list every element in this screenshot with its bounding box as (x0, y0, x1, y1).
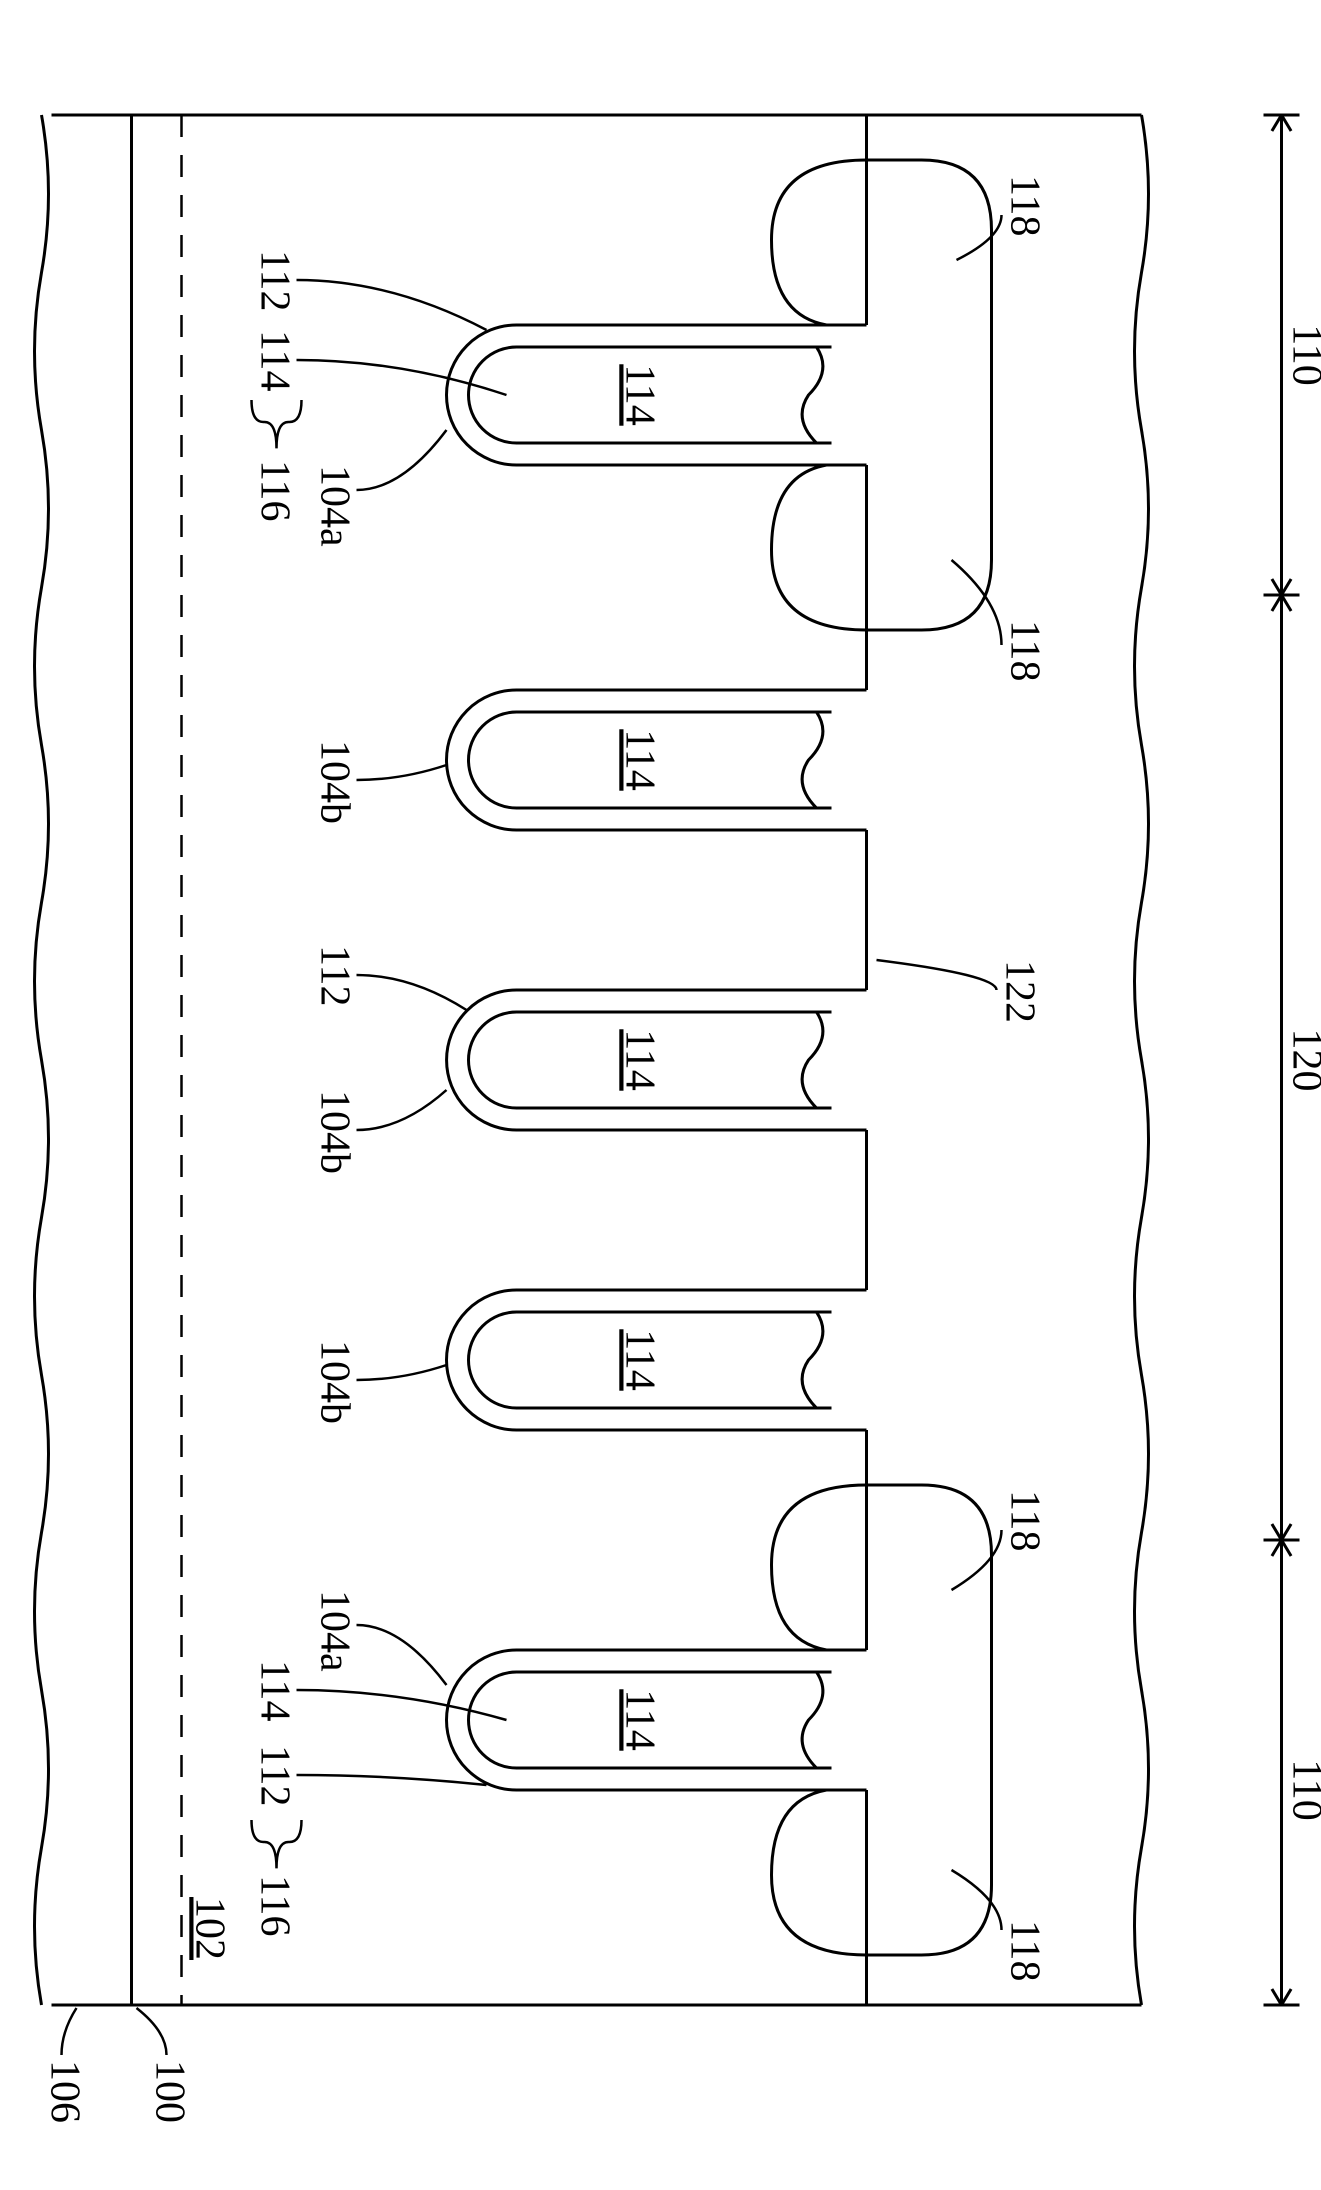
label-104a-2: 104a (311, 1590, 357, 1672)
label-118-1: 118 (1001, 175, 1047, 236)
diagram-container: 110 120 110 114 114 114 114 114 118 118 118 118 122 1… (0, 0, 1321, 2190)
label-104b-2: 104b (311, 1090, 357, 1174)
label-114-2: 114 (616, 729, 662, 790)
label-114-5: 114 (616, 1689, 662, 1750)
label-118-3: 118 (1001, 1490, 1047, 1551)
label-114-1: 114 (616, 364, 662, 425)
doped-region-1 (771, 160, 991, 630)
region-label-110-left: 110 (1283, 324, 1321, 385)
label-106: 106 (41, 2060, 87, 2123)
label-118-4: 118 (1001, 1920, 1047, 1981)
trench-3-fill-top (802, 1012, 823, 1108)
region-label-120: 120 (1283, 1029, 1321, 1092)
label-116-left: 116 (251, 460, 297, 521)
cross-section-diagram: 110 120 110 114 114 114 114 114 118 118 118 118 122 1… (0, 0, 1321, 2190)
label-112-right: 112 (251, 1745, 297, 1806)
label-100: 100 (146, 2060, 192, 2123)
label-118-2: 118 (1001, 620, 1047, 681)
label-114-3: 114 (616, 1029, 662, 1090)
label-116-right: 116 (251, 1875, 297, 1936)
label-104b-3: 104b (311, 1340, 357, 1424)
label-104b-1: 104b (311, 740, 357, 824)
label-114-left: 114 (251, 330, 297, 391)
label-114-4: 114 (616, 1329, 662, 1390)
doped-region-2 (771, 1485, 991, 1955)
trench-5-fill-top (802, 1672, 823, 1768)
region-label-110-right: 110 (1283, 1759, 1321, 1820)
label-104a-1: 104a (311, 465, 357, 547)
top-break-line (1134, 115, 1148, 2005)
label-102: 102 (186, 1897, 232, 1960)
bottom-break-line (34, 115, 48, 2005)
label-114-right: 114 (251, 1660, 297, 1721)
trench-1-fill-top (802, 347, 823, 443)
label-112-center: 112 (311, 945, 357, 1006)
label-112-left: 112 (251, 250, 297, 311)
trench-4-fill-top (802, 1312, 823, 1408)
label-122: 122 (996, 960, 1042, 1023)
trench-2-fill-top (802, 712, 823, 808)
